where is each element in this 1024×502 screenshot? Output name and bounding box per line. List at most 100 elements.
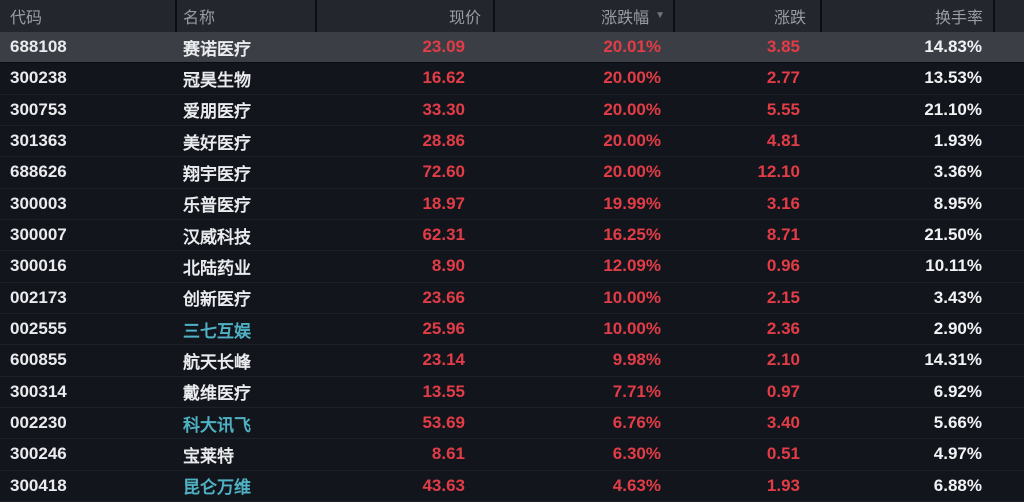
turnover-rate: 3.43% [933,287,982,307]
current-price: 53.69 [422,413,465,433]
current-price: 43.63 [422,475,465,495]
stock-code: 300007 [10,225,67,245]
table-row[interactable]: 688626 翔宇医疗 72.60 20.00% 12.10 3.36% [0,157,1024,189]
current-price: 62.31 [422,225,465,245]
change-percent: 19.99% [603,193,661,213]
change-amount: 4.81 [766,131,800,151]
change-percent: 9.98% [612,350,661,370]
current-price: 16.62 [422,68,465,88]
table-row[interactable]: 300753 爱朋医疗 33.30 20.00% 5.55 21.10% [0,94,1024,126]
turnover-rate: 1.93% [933,131,982,151]
stock-code: 300016 [10,256,67,276]
turnover-rate: 10.11% [925,256,982,276]
table-row[interactable]: 300016 北陆药业 8.90 12.09% 0.96 10.11% [0,251,1024,283]
stock-name: 戴维医疗 [183,384,251,404]
table-row[interactable]: 300246 宝莱特 8.61 6.30% 0.51 4.97% [0,439,1024,471]
stock-name: 宝莱特 [183,446,234,466]
current-price: 23.14 [422,350,465,370]
change-amount: 12.10 [757,162,800,182]
current-price: 13.55 [422,381,465,401]
column-header-price[interactable]: 现价 [317,0,495,32]
stock-name: 三七互娱 [183,321,251,341]
change-percent: 20.01% [603,37,661,57]
column-header-change-pct[interactable]: 涨跌幅 ▼ [495,0,675,32]
row-gutter [995,314,1024,344]
stock-code: 688108 [10,37,67,57]
change-amount: 3.85 [766,37,800,57]
stock-name: 汉威科技 [183,227,251,247]
current-price: 72.60 [422,162,465,182]
table-row[interactable]: 002173 创新医疗 23.66 10.00% 2.15 3.43% [0,282,1024,314]
change-percent: 16.25% [603,225,661,245]
stock-code: 002555 [10,319,67,339]
current-price: 28.86 [422,131,465,151]
change-percent: 12.09% [603,256,661,276]
stock-code: 300003 [10,193,67,213]
change-amount: 0.97 [766,381,800,401]
table-row[interactable]: 002230 科大讯飞 53.69 6.76% 3.40 5.66% [0,407,1024,440]
stock-code: 300753 [10,99,67,119]
row-gutter [995,126,1024,156]
turnover-rate: 8.95% [933,193,982,213]
change-percent: 6.30% [612,444,661,464]
table-row[interactable]: 301363 美好医疗 28.86 20.00% 4.81 1.93% [0,125,1024,158]
change-percent: 6.76% [612,413,661,433]
turnover-rate: 14.83% [924,37,982,57]
table-row[interactable]: 300007 汉威科技 62.31 16.25% 8.71 21.50% [0,219,1024,252]
current-price: 25.96 [422,319,465,339]
table-row[interactable]: 300238 冠昊生物 16.62 20.00% 2.77 13.53% [0,63,1024,95]
current-price: 23.66 [422,287,465,307]
change-amount: 5.55 [766,99,800,119]
turnover-rate: 13.53% [924,68,982,88]
turnover-rate: 6.88% [933,475,982,495]
column-header-code[interactable]: 代码 [0,0,177,32]
table-row[interactable]: 300314 戴维医疗 13.55 7.71% 0.97 6.92% [0,376,1024,408]
stock-name: 北陆药业 [183,258,251,278]
stock-name: 赛诺医疗 [183,39,251,59]
stock-name: 创新医疗 [183,290,251,310]
stock-code: 300238 [10,68,67,88]
change-percent: 20.00% [603,68,661,88]
current-price: 8.61 [431,444,465,464]
turnover-rate: 3.36% [933,162,982,182]
stock-code: 300418 [10,475,67,495]
turnover-rate: 21.10% [924,99,982,119]
turnover-rate: 2.90% [933,319,982,339]
column-header-name[interactable]: 名称 [177,0,317,32]
sort-desc-icon: ▼ [655,10,665,21]
stock-code: 301363 [10,131,67,151]
row-gutter [995,408,1024,438]
change-percent: 4.63% [612,475,661,495]
stock-code: 002230 [10,413,67,433]
table-row[interactable]: 300003 乐普医疗 18.97 19.99% 3.16 8.95% [0,188,1024,220]
stock-name: 美好医疗 [183,133,251,153]
change-amount: 0.96 [766,256,800,276]
table-row[interactable]: 600855 航天长峰 23.14 9.98% 2.10 14.31% [0,345,1024,377]
row-gutter [995,345,1024,375]
change-amount: 8.71 [766,225,800,245]
current-price: 18.97 [422,193,465,213]
row-gutter [995,189,1024,219]
current-price: 8.90 [431,256,465,276]
row-gutter [995,220,1024,250]
row-gutter [995,471,1024,501]
change-percent: 10.00% [603,319,661,339]
table-row[interactable]: 688108 赛诺医疗 23.09 20.01% 3.85 14.83% [0,32,1024,64]
turnover-rate: 21.50% [924,225,982,245]
column-header-turnover[interactable]: 换手率 [822,0,995,32]
stock-name: 冠昊生物 [183,70,251,90]
stock-code: 300246 [10,444,67,464]
change-percent: 20.00% [603,162,661,182]
stock-name: 翔宇医疗 [183,164,251,184]
change-amount: 3.16 [766,193,800,213]
turnover-rate: 6.92% [933,381,982,401]
table-row[interactable]: 002555 三七互娱 25.96 10.00% 2.36 2.90% [0,313,1024,346]
change-amount: 0.51 [766,444,800,464]
table-header-row: 代码 名称 现价 涨跌幅 ▼ 涨跌 换手率 [0,0,1024,32]
table-row[interactable]: 300418 昆仑万维 43.63 4.63% 1.93 6.88% [0,470,1024,502]
column-header-change[interactable]: 涨跌 [675,0,822,32]
row-gutter [995,283,1024,313]
column-header-change-pct-label: 涨跌幅 [601,10,650,27]
change-amount: 2.36 [766,319,800,339]
